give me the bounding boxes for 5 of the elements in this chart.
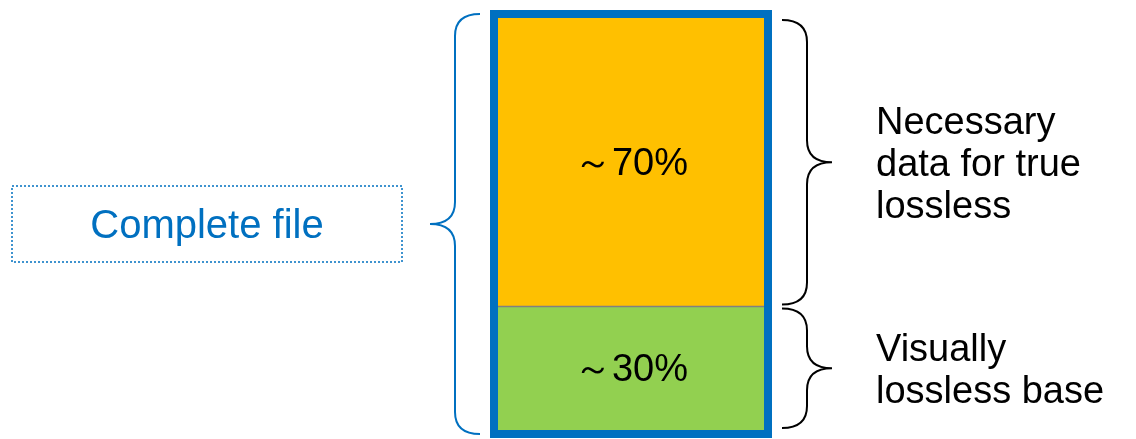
data-label: ～30% xyxy=(573,347,689,390)
text: Visually lossless base xyxy=(876,326,1105,411)
data-label: ～70% xyxy=(573,141,689,184)
text: Complete file xyxy=(90,202,324,246)
text: Necessary data for true lossless xyxy=(876,99,1081,226)
